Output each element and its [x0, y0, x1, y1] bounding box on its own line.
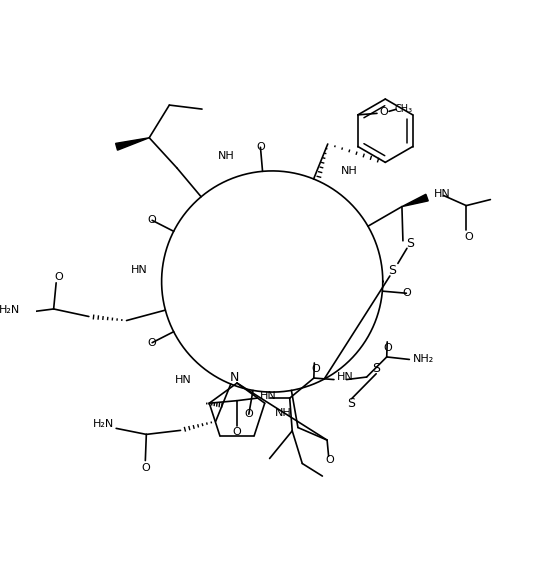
- Text: O: O: [233, 427, 241, 437]
- Text: O: O: [141, 463, 150, 472]
- Text: HN: HN: [434, 189, 450, 199]
- Text: HN: HN: [174, 376, 192, 386]
- Text: O: O: [384, 343, 393, 353]
- Polygon shape: [116, 138, 149, 150]
- Text: O: O: [311, 364, 320, 374]
- Text: O: O: [55, 272, 63, 282]
- Text: O: O: [380, 108, 388, 117]
- Text: NH: NH: [218, 151, 235, 162]
- Text: S: S: [388, 265, 396, 278]
- Text: CH₃: CH₃: [394, 104, 412, 114]
- Text: NH: NH: [341, 166, 358, 176]
- Text: O: O: [402, 288, 411, 298]
- Text: S: S: [406, 237, 414, 250]
- Text: H₂N: H₂N: [92, 419, 113, 430]
- Text: O: O: [256, 142, 265, 153]
- Text: O: O: [325, 455, 334, 465]
- Text: H₂N: H₂N: [0, 305, 20, 315]
- Text: HN: HN: [336, 372, 353, 382]
- Text: HN: HN: [260, 391, 276, 401]
- Text: N: N: [230, 370, 239, 383]
- Text: O: O: [464, 232, 473, 242]
- Text: HN: HN: [131, 265, 148, 275]
- Polygon shape: [402, 194, 428, 207]
- Text: NH₂: NH₂: [413, 355, 435, 364]
- Text: O: O: [245, 409, 253, 419]
- Text: S: S: [348, 397, 355, 410]
- Text: NH: NH: [275, 408, 292, 418]
- Text: O: O: [148, 338, 157, 348]
- Text: O: O: [148, 215, 157, 225]
- Text: S: S: [372, 362, 380, 376]
